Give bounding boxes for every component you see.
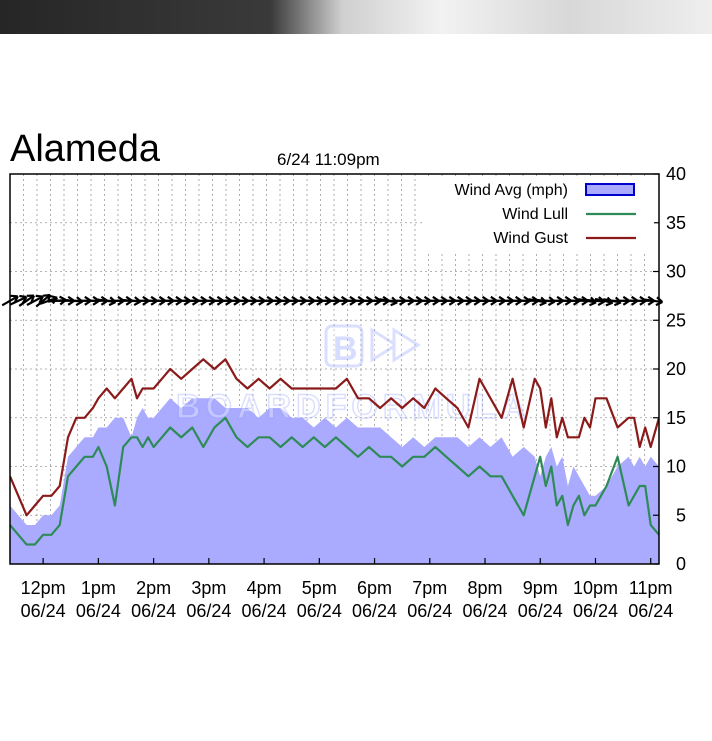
legend: Wind Avg (mph) Wind Lull Wind Gust [422,177,654,251]
x-tick-label-date: 06/24 [518,601,563,621]
x-tick-label-date: 06/24 [573,601,618,621]
x-tick-label-time: 3pm [191,578,226,598]
series-wind-lull-line [10,416,659,546]
y-tick-label: 20 [666,359,686,379]
area-layer [10,398,659,564]
y-tick-label: 40 [666,164,686,184]
x-tick-label-time: 9pm [523,578,558,598]
x-axis: 12pm 06/24 1pm 06/24 2pm 06/24 3pm 06/24 4pm 06/2… [21,558,673,621]
x-tick-label-date: 06/24 [21,601,66,621]
x-tick-label-time: 8pm [468,578,503,598]
x-tick-label-time: 10pm [573,578,618,598]
x-tick-label-time: 1pm [81,578,116,598]
x-tick-label-date: 06/24 [352,601,397,621]
x-tick-label-date: 06/24 [407,601,452,621]
x-tick-label-time: 4pm [247,578,282,598]
wind-direction-arrow [26,294,44,306]
series-wind-avg-area [10,398,659,564]
x-tick-label-date: 06/24 [131,601,176,621]
svg-text:BOARDFORMULA: BOARDFORMULA [176,388,531,426]
y-tick-label: 5 [676,505,686,525]
lines-layer [10,358,659,546]
x-tick-label-date: 06/24 [462,601,507,621]
x-tick-label-time: 11pm [629,578,673,598]
legend-entry-label: Wind Gust [493,230,568,247]
y-tick-label: 35 [666,213,686,233]
svg-text:B: B [333,330,358,368]
x-tick-label-time: 12pm [21,578,66,598]
x-tick-label-date: 06/24 [242,601,287,621]
x-tick-label-date: 06/24 [76,601,121,621]
x-tick-label-date: 06/24 [186,601,231,621]
chart-timestamp: 6/24 11:09pm [277,150,380,169]
y-tick-label: 10 [666,457,686,477]
x-tick-label-time: 7pm [412,578,447,598]
y-axis: 0 5 10 15 20 25 30 35 40 [653,164,686,574]
legend-swatch-wind-avg [585,183,635,196]
boardformula-watermark-logo: B BOARDFORMULA [175,324,531,427]
chart-title: Alameda [10,128,160,170]
y-tick-label: 25 [666,310,686,330]
y-tick-label: 30 [666,262,686,282]
wind-direction-arrows [1,293,664,308]
top-photo-strip [0,0,712,34]
y-tick-label: 0 [676,554,686,574]
x-tick-label-time: 5pm [302,578,337,598]
y-tick-label: 15 [666,408,686,428]
x-tick-label-date: 06/24 [297,601,342,621]
x-tick-label-time: 6pm [357,578,392,598]
x-tick-label-date: 06/24 [628,601,673,621]
x-tick-label-time: 2pm [136,578,171,598]
series-wind-gust-line [10,358,659,517]
legend-entry-label: Wind Lull [502,206,568,223]
legend-entry-label: Wind Avg (mph) [454,182,568,199]
